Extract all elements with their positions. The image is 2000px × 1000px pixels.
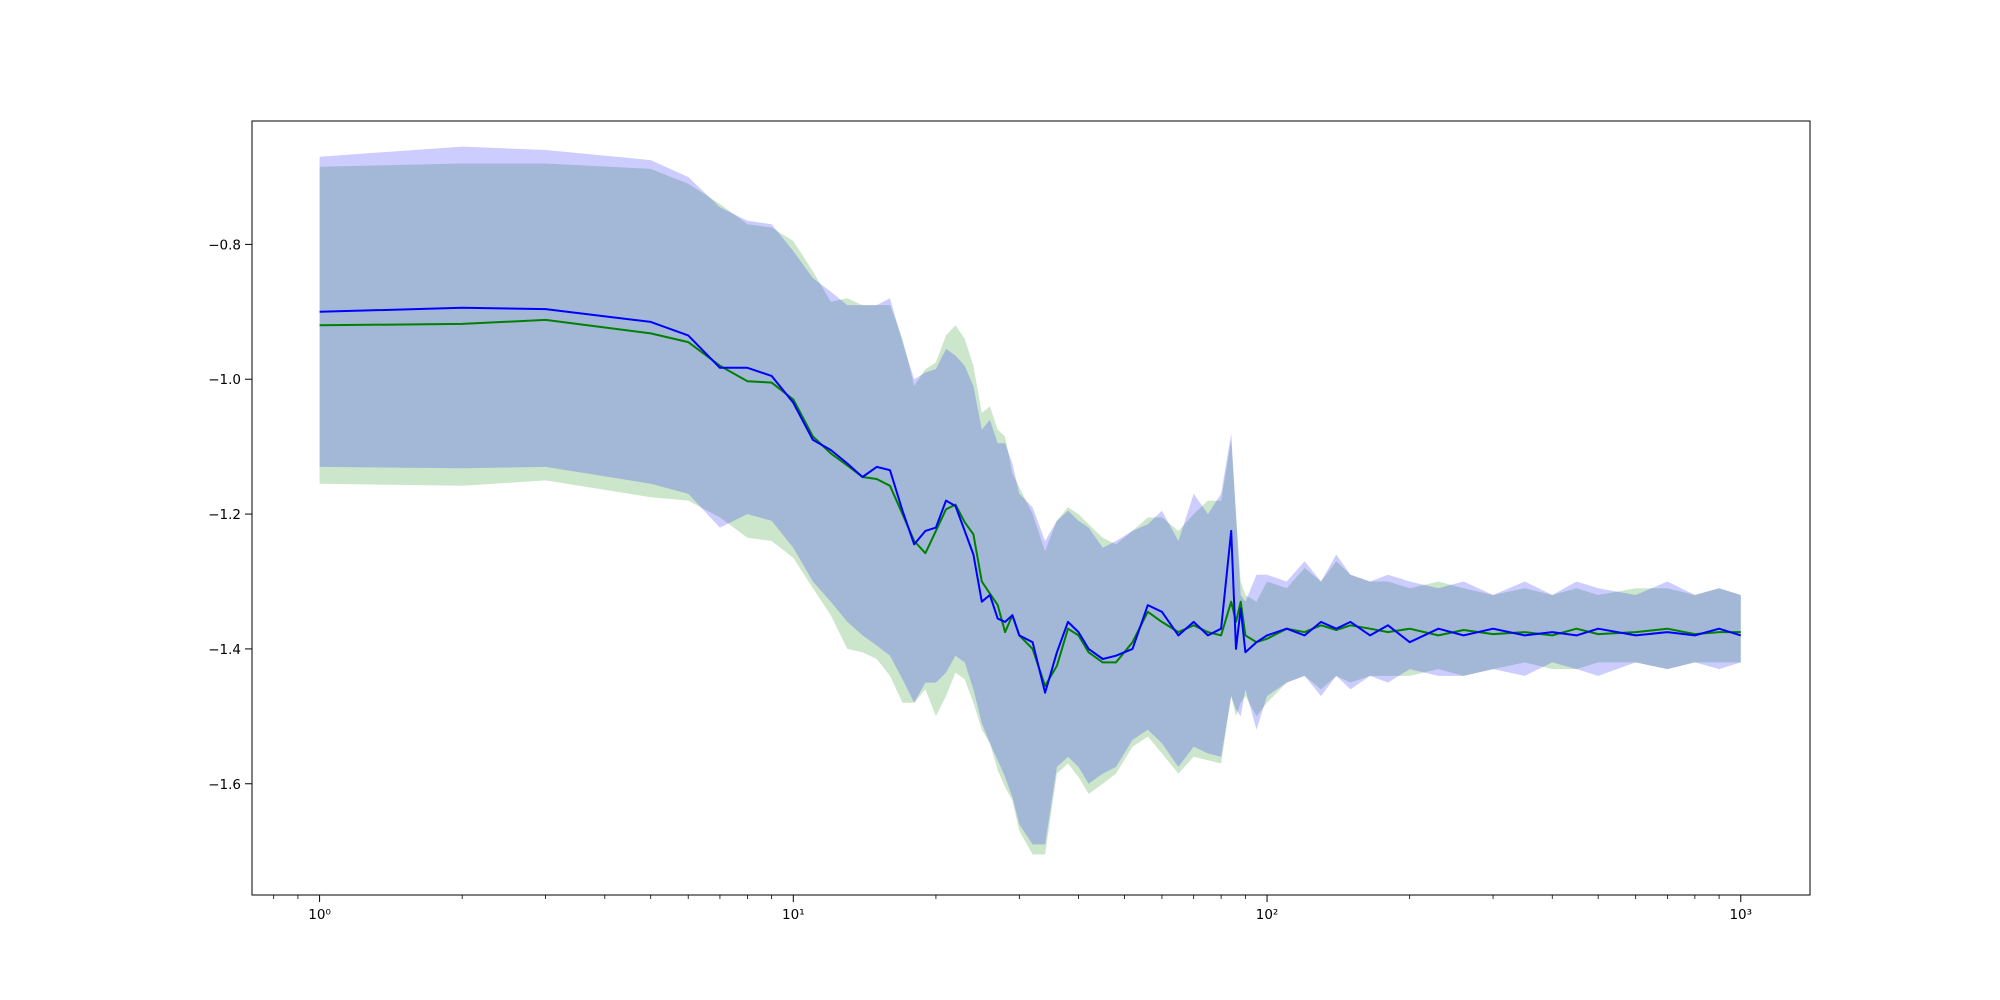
confidence-bands [319, 146, 1741, 855]
x-tick-label: 10¹ [782, 907, 805, 923]
y-tick-label: −1.6 [208, 777, 241, 793]
y-tick-label: −0.8 [208, 237, 241, 253]
y-axis: −0.8 −1.0 −1.2 −1.4 −1.6 [208, 237, 252, 793]
x-axis: 10⁰ 10¹ 10² 10³ [273, 895, 1752, 923]
y-tick-label: −1.4 [208, 642, 241, 658]
x-tick-label: 10³ [1729, 907, 1752, 923]
x-tick-label: 10² [1256, 907, 1279, 923]
plot-frame [251, 120, 1811, 896]
series-lines [319, 306, 1742, 694]
series-1-band [319, 163, 1741, 855]
y-tick-label: −1.0 [208, 372, 241, 388]
y-tick-label: −1.2 [208, 507, 241, 523]
series-2-line [319, 306, 1742, 694]
x-tick-label: 10⁰ [308, 907, 331, 923]
series-2-band [319, 146, 1741, 845]
